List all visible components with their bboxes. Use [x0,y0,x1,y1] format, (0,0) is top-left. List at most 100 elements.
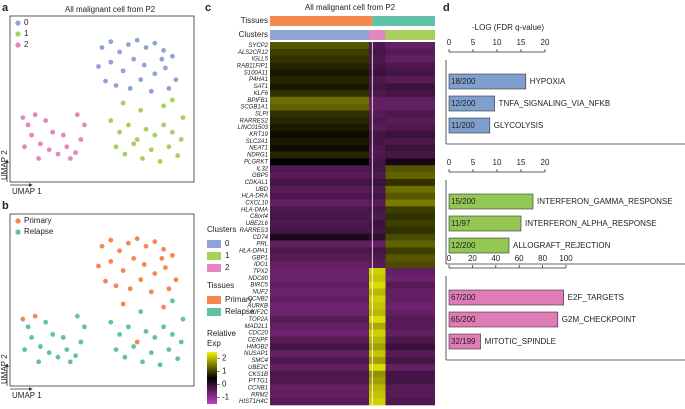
heat-cell [270,295,369,303]
point [96,263,101,269]
point [131,256,137,261]
point [143,328,149,334]
y-axis-label: UMAP 2 [0,150,9,180]
gene-label: CCNB1 [248,385,268,391]
heat-cell [270,329,369,337]
point [122,354,128,360]
gene-label: MAD2L1 [245,324,268,330]
heat-cell [270,192,369,200]
heat-cell [385,165,435,173]
legend-swatch [207,264,221,272]
heat-cell [369,329,386,337]
point [143,243,149,249]
point [166,86,172,91]
point [180,115,186,120]
heat-cell [369,137,386,146]
gene-label: CKS1B [248,372,268,378]
point [166,144,172,150]
heat-cell [270,69,369,77]
heat-cell [270,83,369,91]
point [50,332,56,337]
heat-cell [385,199,435,207]
heat-cell [270,178,369,187]
heat-cell [270,336,369,344]
legend-swatch [15,20,21,26]
gene-label: KLF6 [254,91,269,97]
x-tick-label: 10 [493,158,502,167]
point [99,243,105,249]
point [22,144,27,150]
point [148,350,154,356]
heat-cell [369,165,386,173]
gene-label: P4HA1 [249,77,268,83]
heat-cell [270,144,369,152]
point [36,359,42,365]
heat-cell [385,62,435,70]
point [161,122,167,128]
point [125,324,131,330]
point [148,289,154,295]
heat-cell [385,309,435,317]
chart-title: All malignant cell from P2 [65,5,156,14]
gene-label: IDO1 [254,262,268,268]
point [152,239,158,245]
heat-cell [369,288,386,296]
heat-cell [270,370,369,378]
heat-cell [369,131,386,139]
point [166,286,172,292]
heat-cell [270,96,369,104]
point [73,353,78,359]
point [108,39,114,45]
point [143,126,149,132]
point [170,332,175,337]
heat-cell [385,178,435,187]
point [38,344,43,349]
gene-label: PLGRKT [244,159,269,165]
heat-cell [270,398,369,406]
cluster-bar [369,30,386,40]
panel-letter: c [205,2,211,14]
category-label: TNFA_SIGNALING_VIA_NFKB [499,99,611,108]
heat-cell [369,398,386,406]
bar [448,117,491,134]
point [159,256,165,261]
gene-label: RAB11FIP1 [237,64,268,70]
gene-label: SLC2A1 [246,139,268,145]
point [64,144,70,150]
legend-label: 0 [225,239,230,248]
gene-label: CENPF [248,338,269,344]
heat-cell [369,103,386,111]
point [113,144,119,150]
gene-label: SCGB1A1 [240,105,268,111]
point [64,347,70,352]
heat-cell [385,172,435,180]
heat-cell [385,83,435,91]
point [125,122,131,128]
heat-cell [270,302,369,310]
point [127,286,133,292]
point [131,56,137,62]
point [125,42,131,47]
gene-label: HLA-DRA [242,194,268,200]
heat-cell [270,220,369,228]
gene-label: PRL [256,242,268,248]
gene-label: UBE2C [248,365,269,371]
point [141,262,147,267]
heat-cell [369,363,386,372]
bar [448,73,527,90]
point [170,129,175,135]
heat-cell [369,315,386,324]
point [55,354,61,360]
point [108,237,114,243]
gene-label: ALS2CR12 [237,50,269,56]
panel-letter: a [2,2,9,14]
heat-cell [385,247,435,255]
gene-label: IL32 [256,166,268,172]
heat-cell [369,110,386,118]
legend-label: Primary [225,295,253,304]
heat-cell [369,384,386,392]
x-tick-label: 20 [541,38,550,47]
legend-swatch [207,296,221,304]
heat-cell [270,309,369,317]
point [60,335,66,340]
